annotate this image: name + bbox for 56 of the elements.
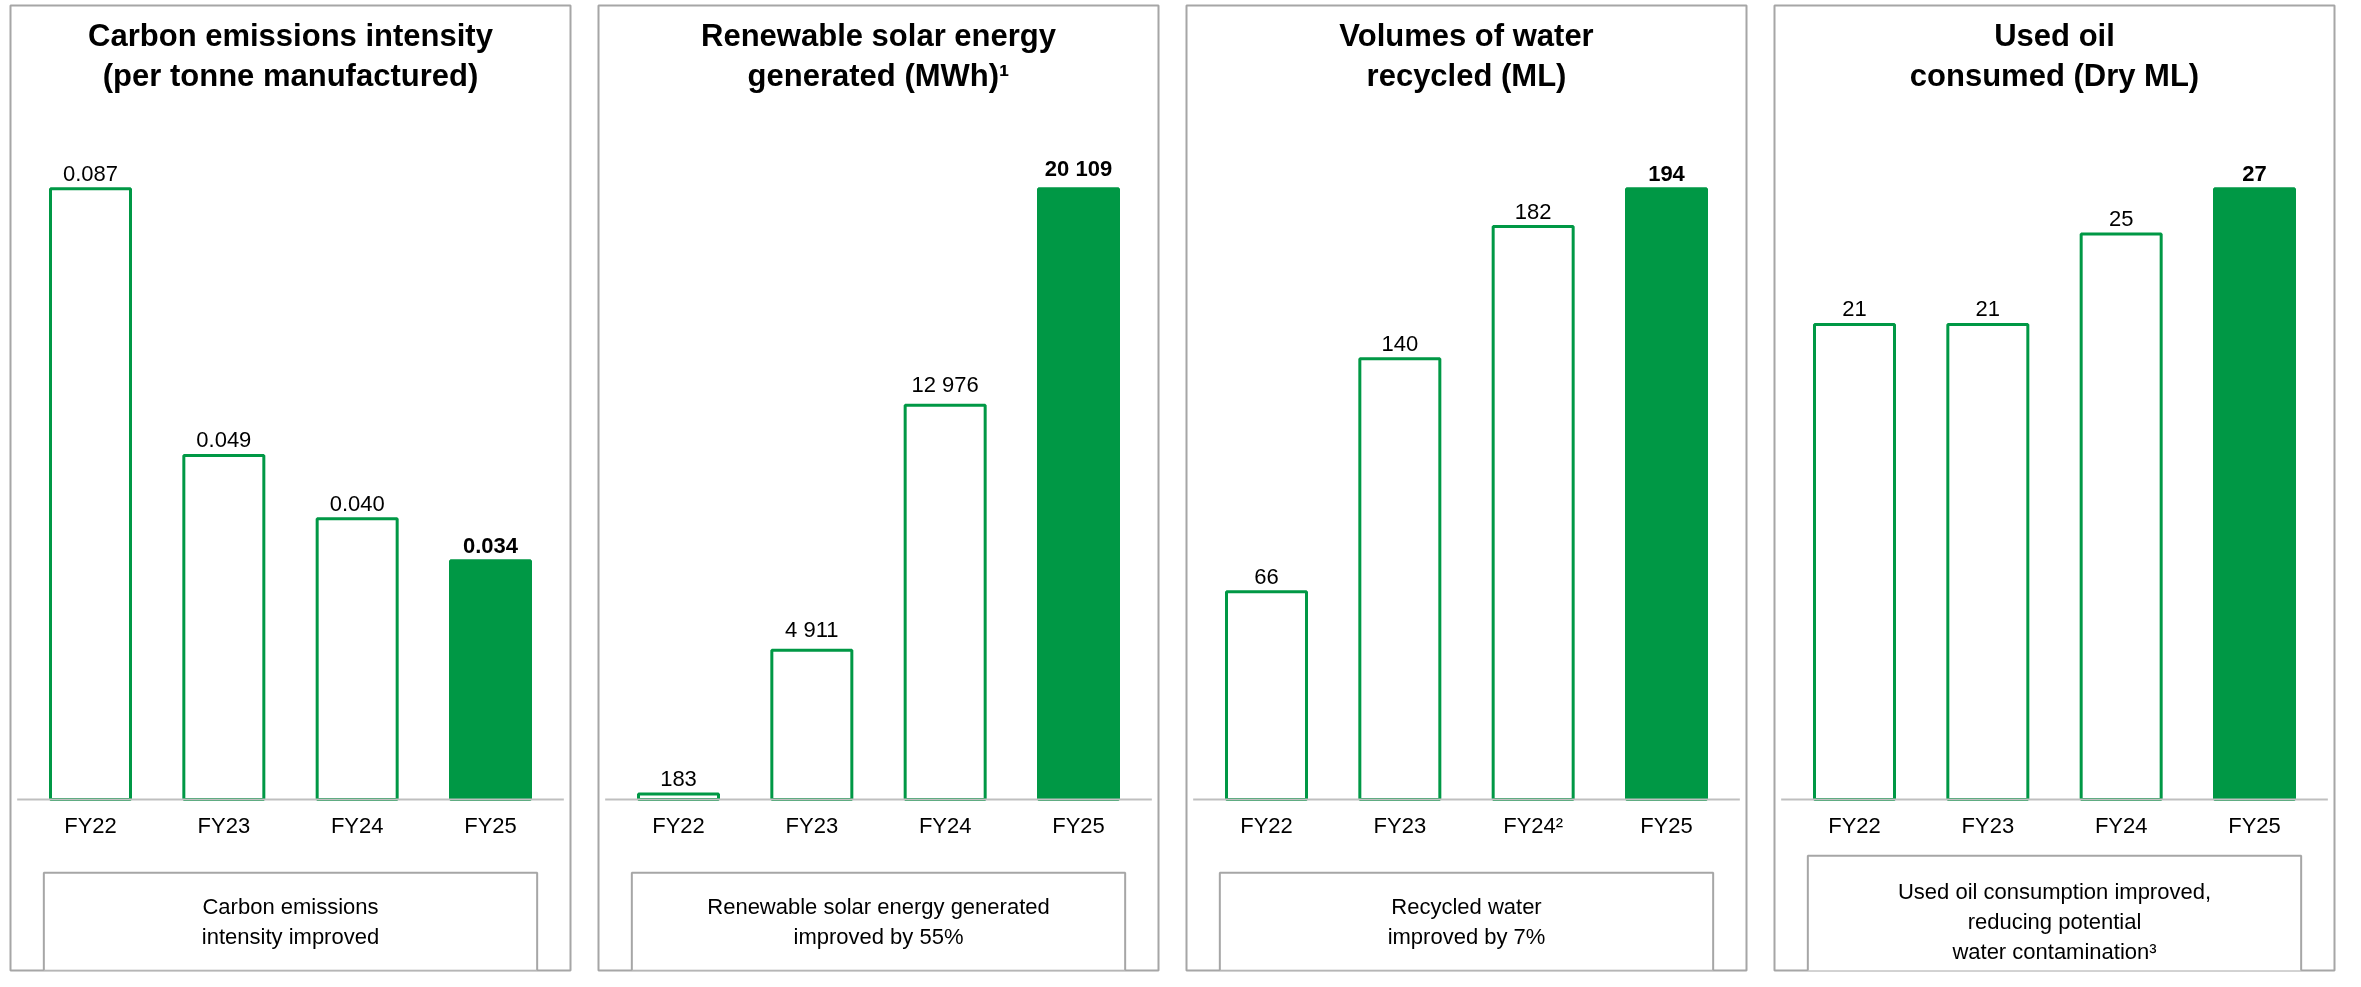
data-label: 27 xyxy=(2242,160,2267,186)
bar xyxy=(1625,187,1708,801)
x-tick-label: FY24 xyxy=(2094,813,2148,839)
x-tick-label: FY25 xyxy=(2228,813,2281,839)
x-tick-label: FY22 xyxy=(1828,813,1881,839)
x-tick-label: FY23 xyxy=(1961,813,2015,839)
bar xyxy=(449,559,532,801)
x-tick-label: FY25 xyxy=(1052,813,1105,839)
bar xyxy=(49,187,132,801)
x-tick-label: FY24 xyxy=(918,813,972,839)
x-tick-label: FY24² xyxy=(1503,813,1564,839)
data-label: 0.040 xyxy=(329,490,385,516)
x-tick-label: FY22 xyxy=(64,813,117,839)
bar xyxy=(182,454,266,801)
data-label: 140 xyxy=(1381,330,1419,356)
data-label: 182 xyxy=(1514,198,1552,224)
chart-title: Used oil consumed (Dry ML) xyxy=(1909,17,2200,93)
data-label: 21 xyxy=(1975,296,2001,322)
data-label: 4 911 xyxy=(785,617,839,643)
data-label: 66 xyxy=(1254,563,1279,589)
data-label: 194 xyxy=(1648,160,1686,186)
chart-title: Renewable solar energy generated (MWh)¹ xyxy=(701,17,1057,93)
x-tick-label: FY23 xyxy=(785,813,839,839)
x-tick-label: FY25 xyxy=(1640,813,1693,839)
bar xyxy=(1491,225,1575,801)
data-label: 0.034 xyxy=(462,532,519,558)
text: improved by 7% xyxy=(1387,924,1546,950)
x-tick-label: FY25 xyxy=(464,813,517,839)
text: reducing potential xyxy=(1967,909,2142,935)
chart-title: Volumes of water recycled (ML) xyxy=(1339,17,1594,93)
bar xyxy=(315,517,399,801)
bar xyxy=(1225,590,1308,801)
bar xyxy=(1358,357,1442,801)
text: Used oil consumption improved, xyxy=(1897,879,2212,905)
data-label: 12 976 xyxy=(911,372,979,398)
data-label: 0.087 xyxy=(62,160,119,186)
text: Carbon emissions xyxy=(202,894,379,920)
text: improved by 55% xyxy=(793,924,964,950)
data-label: 25 xyxy=(2108,205,2134,231)
text: Recycled water xyxy=(1391,894,1542,920)
data-label: 21 xyxy=(1842,296,1867,322)
bar xyxy=(903,403,987,801)
data-label: 0.049 xyxy=(196,427,252,453)
x-tick-label: FY24 xyxy=(330,813,384,839)
text: intensity improved xyxy=(201,924,380,950)
x-tick-label: FY23 xyxy=(1373,813,1427,839)
data-label: 20 109 xyxy=(1044,155,1113,181)
chart-title: Carbon emissions intensity (per tonne manufactured) xyxy=(88,17,494,93)
x-tick-label: FY23 xyxy=(197,813,251,839)
x-tick-label: FY22 xyxy=(1240,813,1293,839)
text: water contamination³ xyxy=(1951,939,2157,965)
text: Renewable solar energy generated xyxy=(707,894,1050,920)
bar xyxy=(770,648,854,801)
bar xyxy=(1037,187,1120,801)
x-tick-label: FY22 xyxy=(652,813,705,839)
data-label: 183 xyxy=(660,765,697,791)
